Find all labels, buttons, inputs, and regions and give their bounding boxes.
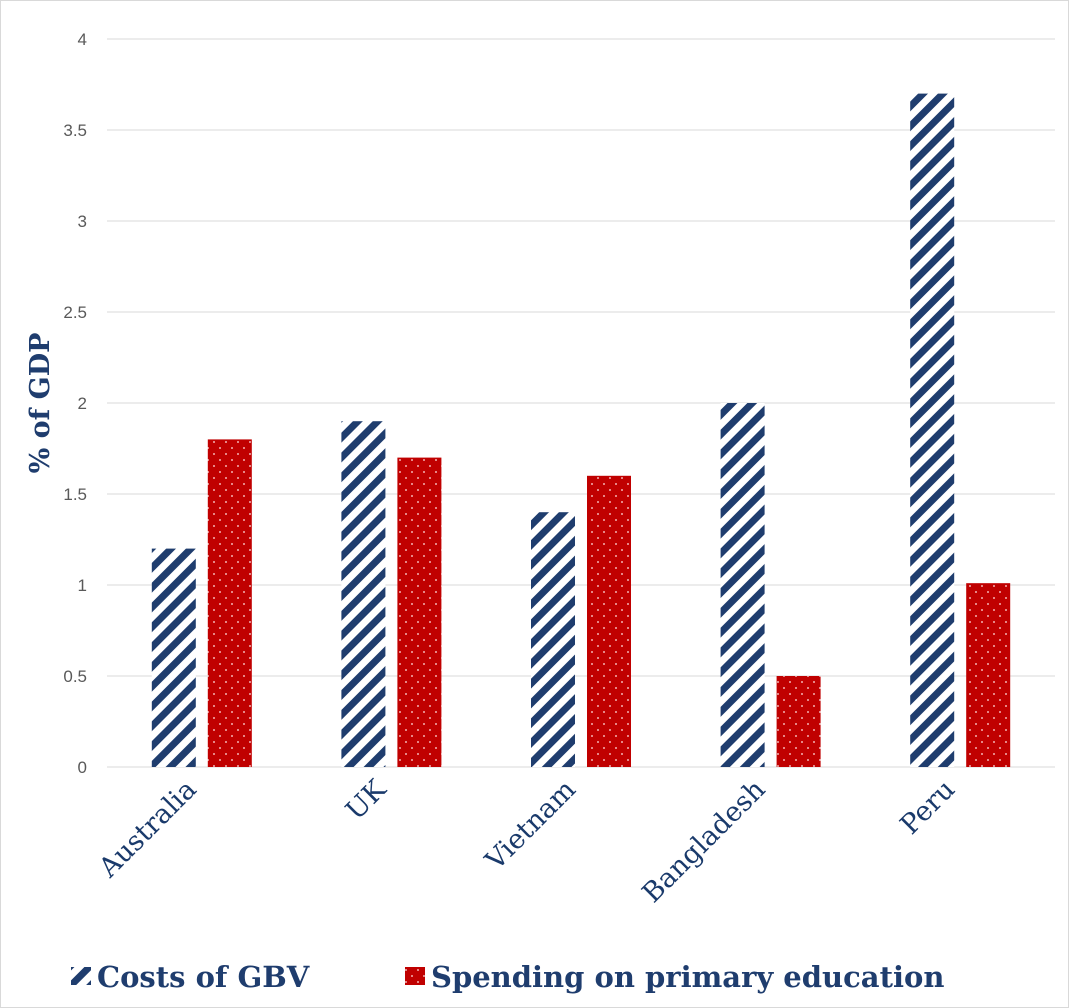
bar-spending-on-primary-education: [776, 676, 821, 767]
y-tick-label: 1.5: [63, 485, 87, 504]
x-tick-label: Peru: [895, 774, 962, 841]
x-tick-label: UK: [340, 773, 393, 826]
bar-spending-on-primary-education: [587, 475, 631, 767]
bar-costs-of-gbv: [341, 421, 386, 767]
y-tick-label: 0: [78, 758, 87, 777]
bar-costs-of-gbv: [720, 403, 765, 767]
y-tick-label: 4: [78, 30, 87, 49]
x-tick-label: Bangladesh: [637, 774, 772, 909]
bar-costs-of-gbv: [910, 93, 955, 768]
y-tick-label: 3.5: [63, 121, 87, 140]
y-tick-label: 3: [78, 212, 87, 231]
bar-spending-on-primary-education: [207, 439, 252, 767]
bar-costs-of-gbv: [151, 548, 196, 767]
bar-costs-of-gbv: [531, 512, 575, 767]
bar-spending-on-primary-education: [966, 583, 1011, 767]
bar-spending-on-primary-education: [397, 457, 442, 767]
legend: Costs of GBV Spending on primary educati…: [71, 960, 944, 994]
y-tick-label: 2.5: [63, 303, 87, 322]
legend-swatch-costs-of-gbv: [71, 967, 91, 985]
y-axis-label: % of GDP: [25, 333, 56, 474]
y-axis-ticks: 0 0.5 1 1.5 2 2.5 3 3.5 4: [63, 30, 87, 777]
y-tick-label: 1: [78, 576, 87, 595]
x-axis-labels: Australia UK Vietnam Bangladesh Peru: [92, 773, 961, 909]
y-tick-label: 2: [78, 394, 87, 413]
legend-swatch-spending-on-primary-education: [405, 967, 425, 985]
legend-item-costs-of-gbv: Costs of GBV: [71, 960, 310, 994]
bars: [151, 93, 1011, 768]
y-tick-label: 0.5: [63, 667, 87, 686]
legend-label-costs-of-gbv: Costs of GBV: [97, 960, 310, 994]
x-tick-label: Australia: [92, 774, 202, 884]
legend-label-spending-on-primary-education: Spending on primary education: [431, 960, 944, 994]
legend-item-spending-on-primary-education: Spending on primary education: [405, 960, 944, 994]
x-tick-label: Vietnam: [479, 774, 582, 877]
gridlines: [107, 38, 1055, 768]
